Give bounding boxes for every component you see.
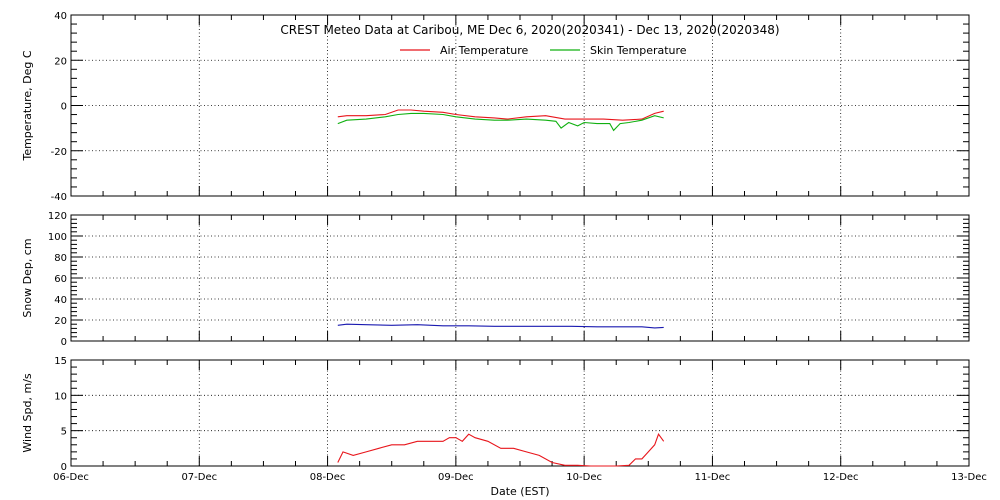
legend-skin-label: Skin Temperature <box>590 44 687 57</box>
series-line-temperature-1 <box>337 112 664 132</box>
y-tick-label: 120 <box>48 211 67 222</box>
x-tick-label: 10-Dec <box>566 472 602 483</box>
y-tick-label: 80 <box>54 253 67 264</box>
series-line-temperature-0 <box>337 109 664 121</box>
y-tick-label: -40 <box>51 192 67 203</box>
y-tick-label: 100 <box>48 232 67 243</box>
chart-panels: -40 -20 0 20 40 Temperature, Deg C 0 20 40 60 80 10… <box>21 11 987 483</box>
y-tick-label: 10 <box>54 391 67 402</box>
y-tick-label: 15 <box>54 356 67 367</box>
series-line-wind-0 <box>337 433 665 467</box>
x-tick-label: 11-Dec <box>695 472 731 483</box>
panel-frame <box>70 359 970 467</box>
x-axis-title: Date (EST) <box>490 485 549 498</box>
x-tick-label: 08-Dec <box>310 472 346 483</box>
chart-title: CREST Meteo Data at Caribou, ME Dec 6, 2… <box>280 23 779 37</box>
y-tick-label: 5 <box>61 427 67 438</box>
y-tick-label: 20 <box>54 316 67 327</box>
y-axis-title: Temperature, Deg C <box>21 50 34 161</box>
y-tick-label: 60 <box>54 274 67 285</box>
panel-frame <box>70 214 970 342</box>
x-tick-label: 06-Dec <box>53 472 89 483</box>
x-tick-label: 09-Dec <box>438 472 474 483</box>
y-tick-label: 0 <box>61 102 67 113</box>
y-tick-label: 40 <box>54 11 67 22</box>
y-axis-title: Wind Spd, m/s <box>21 373 34 453</box>
panel-frame <box>70 14 970 197</box>
x-tick-label: 13-Dec <box>951 472 987 483</box>
y-tick-label: 20 <box>54 56 67 67</box>
x-tick-label: 07-Dec <box>181 472 217 483</box>
legend: Air Temperature Skin Temperature <box>400 44 687 57</box>
y-tick-label: 40 <box>54 295 67 306</box>
y-tick-label: 0 <box>61 337 67 348</box>
y-tick-label: 0 <box>61 462 67 473</box>
legend-air-label: Air Temperature <box>440 44 529 57</box>
series-line-snow-0 <box>337 323 664 329</box>
y-axis-title: Snow Dep, cm <box>21 238 34 317</box>
x-tick-label: 12-Dec <box>823 472 859 483</box>
y-tick-label: -20 <box>51 147 67 158</box>
